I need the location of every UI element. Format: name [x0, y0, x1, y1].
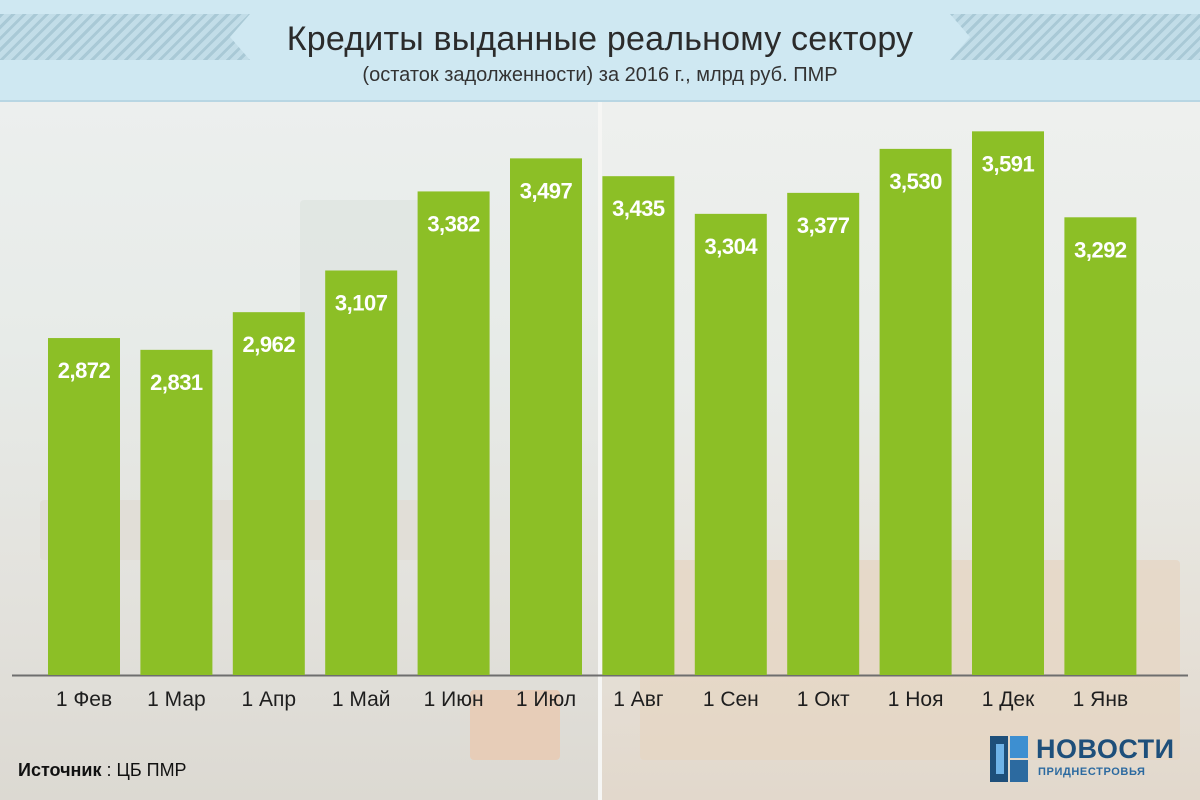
bar	[140, 349, 213, 675]
category-label: 1 Сен	[703, 688, 759, 711]
category-label: 1 Май	[332, 688, 391, 711]
bar-value-label: 3,292	[1074, 237, 1127, 262]
bar	[510, 158, 582, 676]
logo-subtitle: ПРИДНЕСТРОВЬЯ	[1038, 766, 1146, 778]
category-label: 1 Янв	[1073, 688, 1128, 711]
bar	[417, 191, 490, 676]
category-label: 1 Ноя	[888, 688, 944, 711]
bar-value-label: 3,382	[427, 211, 480, 236]
bar-value-label: 2,872	[58, 358, 111, 383]
chart-title: Кредиты выданные реальному сектору	[286, 20, 914, 58]
category-label: 1 Авг	[613, 688, 664, 711]
bar	[232, 312, 305, 675]
ribbon-left	[0, 14, 250, 60]
bar-value-label: 3,591	[982, 151, 1035, 176]
category-label: 1 Дек	[982, 688, 1035, 711]
category-label: 1 Мар	[147, 688, 206, 711]
background-divider	[598, 100, 602, 800]
category-label: 1 Июл	[516, 688, 576, 711]
bar	[602, 176, 675, 675]
bar	[694, 213, 767, 675]
header-banner: Кредиты выданные реальному сектору (оста…	[0, 0, 1200, 102]
bar	[325, 270, 398, 675]
bar-value-label: 3,107	[335, 290, 388, 315]
background-brick-shape	[470, 690, 560, 760]
logo-mark-icon	[990, 736, 1030, 782]
source-note: Источник : ЦБ ПМР	[18, 760, 187, 781]
source-label: Источник	[18, 760, 102, 780]
bar	[972, 131, 1044, 675]
ribbon-right	[950, 14, 1200, 60]
category-label: 1 Фев	[56, 688, 112, 711]
bar-value-label: 3,497	[520, 178, 573, 203]
source-separator: :	[101, 760, 117, 780]
bar-value-label: 3,435	[612, 196, 665, 221]
category-label: 1 Июн	[424, 688, 484, 711]
logo-title: НОВОСТИ	[1036, 734, 1175, 764]
category-label: 1 Окт	[797, 688, 850, 711]
bar	[48, 338, 120, 675]
bar-value-label: 3,377	[797, 213, 850, 238]
bar	[1064, 217, 1137, 676]
bar-value-label: 2,831	[150, 370, 203, 395]
bar	[787, 192, 860, 676]
bar-chart: 2,872 1 Фев 2,831 1 Мар 2,962 1 Апр 3,107 1 Май…	[12, 131, 1188, 711]
source-value: ЦБ ПМР	[116, 760, 187, 780]
logo: НОВОСТИ ПРИДНЕСТРОВЬЯ	[990, 734, 1190, 786]
bar-value-label: 2,962	[243, 332, 296, 357]
category-label: 1 Апр	[242, 688, 297, 711]
chart-subtitle: (остаток задолженности) за 2016 г., млрд…	[362, 64, 838, 86]
bar-value-label: 3,304	[705, 234, 759, 259]
bar	[879, 148, 952, 675]
bar-value-label: 3,530	[889, 169, 942, 194]
